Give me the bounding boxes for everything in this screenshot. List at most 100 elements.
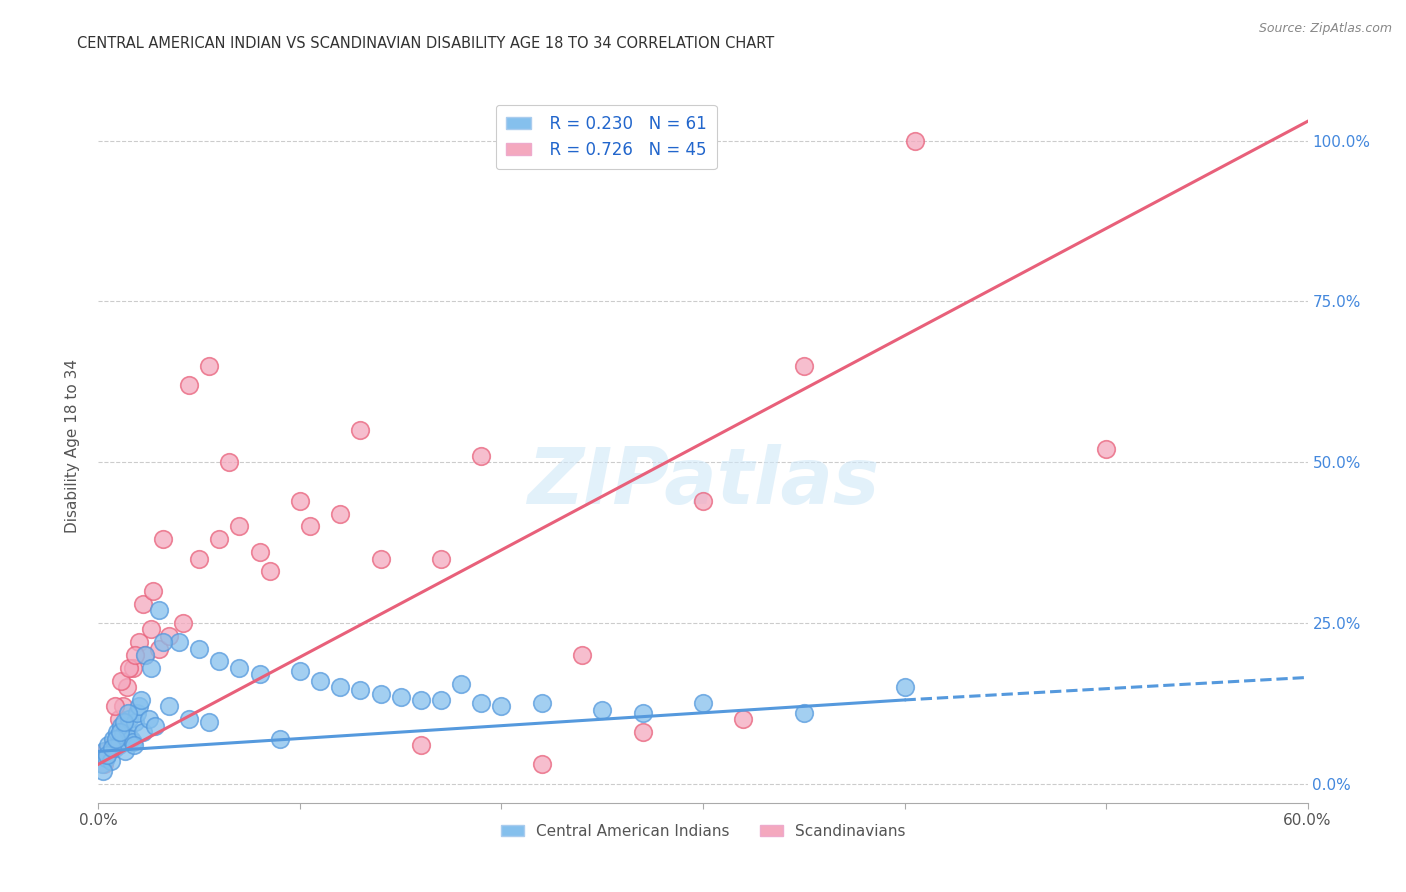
Point — [389, 690, 412, 704]
Point — [179, 712, 201, 726]
Point — [101, 731, 124, 746]
Point — [142, 583, 165, 598]
Point — [124, 648, 146, 662]
Point — [121, 735, 143, 749]
Point — [208, 654, 231, 668]
Point — [152, 533, 174, 547]
Point — [93, 764, 115, 778]
Point — [430, 693, 453, 707]
Point — [198, 715, 221, 730]
Point — [172, 615, 194, 630]
Point — [259, 565, 281, 579]
Point — [118, 712, 141, 726]
Point — [530, 696, 553, 710]
Point — [103, 699, 125, 714]
Point — [139, 622, 162, 636]
Y-axis label: Disability Age 18 to 34: Disability Age 18 to 34 — [65, 359, 80, 533]
Point — [288, 664, 311, 678]
Point — [125, 706, 148, 720]
Point — [157, 699, 180, 714]
Point — [571, 648, 593, 662]
Point — [110, 719, 132, 733]
Point — [134, 648, 156, 662]
Point — [733, 712, 755, 726]
Point — [139, 661, 162, 675]
Point — [157, 629, 180, 643]
Point — [491, 699, 513, 714]
Point — [329, 507, 352, 521]
Point — [198, 359, 221, 373]
Text: CENTRAL AMERICAN INDIAN VS SCANDINAVIAN DISABILITY AGE 18 TO 34 CORRELATION CHAR: CENTRAL AMERICAN INDIAN VS SCANDINAVIAN … — [77, 36, 775, 51]
Point — [148, 641, 170, 656]
Point — [117, 706, 139, 720]
Point — [114, 744, 136, 758]
Point — [110, 673, 132, 688]
Point — [530, 757, 553, 772]
Point — [631, 725, 654, 739]
Text: Source: ZipAtlas.com: Source: ZipAtlas.com — [1258, 22, 1392, 36]
Point — [409, 693, 432, 707]
Point — [692, 696, 714, 710]
Point — [108, 725, 131, 739]
Point — [115, 722, 138, 736]
Point — [96, 744, 118, 758]
Point — [111, 699, 134, 714]
Point — [370, 551, 392, 566]
Point — [132, 725, 155, 739]
Point — [299, 519, 322, 533]
Point — [288, 493, 311, 508]
Point — [96, 751, 118, 765]
Point — [591, 702, 613, 716]
Point — [349, 683, 371, 698]
Point — [450, 677, 472, 691]
Legend: Central American Indians, Scandinavians: Central American Indians, Scandinavians — [495, 818, 911, 845]
Point — [409, 738, 432, 752]
Point — [349, 423, 371, 437]
Point — [91, 757, 114, 772]
Point — [103, 741, 125, 756]
Point — [329, 680, 352, 694]
Point — [115, 680, 138, 694]
Point — [111, 728, 134, 742]
Point — [148, 603, 170, 617]
Point — [97, 744, 120, 758]
Point — [132, 597, 155, 611]
Point — [218, 455, 240, 469]
Point — [692, 493, 714, 508]
Point — [179, 378, 201, 392]
Point — [249, 667, 271, 681]
Point — [93, 757, 115, 772]
Point — [121, 661, 143, 675]
Point — [104, 731, 127, 746]
Point — [309, 673, 332, 688]
Point — [107, 712, 129, 726]
Point — [228, 519, 250, 533]
Point — [97, 738, 120, 752]
Point — [124, 715, 146, 730]
Point — [107, 738, 129, 752]
Point — [152, 635, 174, 649]
Point — [100, 754, 122, 768]
Point — [470, 696, 492, 710]
Point — [143, 719, 166, 733]
Point — [228, 661, 250, 675]
Point — [101, 738, 124, 752]
Point — [188, 551, 211, 566]
Point — [269, 731, 291, 746]
Point — [249, 545, 271, 559]
Point — [631, 706, 654, 720]
Point — [100, 741, 122, 756]
Point — [904, 134, 927, 148]
Point — [1095, 442, 1118, 457]
Point — [370, 686, 392, 700]
Point — [118, 661, 141, 675]
Point — [129, 693, 152, 707]
Point — [120, 731, 142, 746]
Point — [793, 359, 815, 373]
Point — [122, 738, 145, 752]
Point — [188, 641, 211, 656]
Point — [93, 744, 115, 758]
Point — [128, 699, 150, 714]
Point — [105, 725, 128, 739]
Text: ZIPatlas: ZIPatlas — [527, 443, 879, 520]
